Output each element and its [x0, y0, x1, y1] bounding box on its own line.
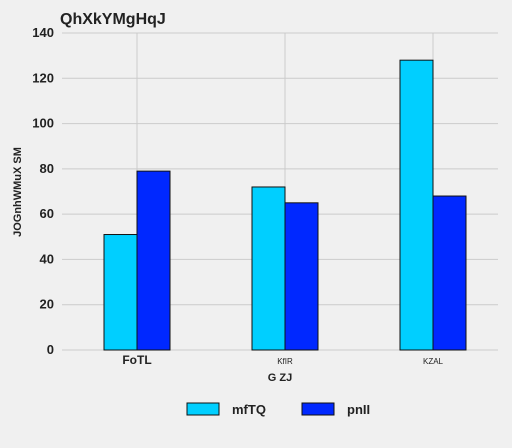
bar-mfTQ-FoTL — [103, 234, 138, 351]
x-tick-label: KZAL — [423, 357, 444, 366]
y-axis-label: JOGnhWMuX SM — [12, 147, 24, 237]
legend-swatch-mfTQ — [186, 402, 220, 416]
y-tick-label: 20 — [40, 297, 54, 312]
bar-layer — [103, 59, 467, 351]
legend-swatch-pnII — [301, 402, 335, 416]
x-tick-labels: FoTL KfIR KZAL — [122, 353, 443, 367]
chart-title: QhXkYMgHqJ — [60, 11, 166, 28]
legend-label-pnII: pnII — [347, 402, 370, 417]
y-tick-label: 140 — [32, 25, 54, 40]
y-tick-label: 40 — [40, 251, 54, 266]
y-tick-label: 80 — [40, 161, 54, 176]
bar-mfTQ-KfIR — [251, 186, 286, 351]
legend-label-mfTQ: mfTQ — [232, 402, 266, 417]
y-tick-labels: 0 20 40 60 80 100 120 140 — [32, 25, 54, 357]
x-tick-label: KfIR — [277, 357, 293, 366]
bar-mfTQ-KZAL — [399, 59, 434, 351]
bar-pnII-KZAL — [432, 195, 467, 351]
y-tick-label: 120 — [32, 70, 54, 85]
x-tick-label: FoTL — [122, 353, 151, 367]
y-tick-label: 60 — [40, 206, 54, 221]
legend: mfTQ pnII — [186, 402, 370, 417]
bar-pnII-KfIR — [284, 202, 319, 351]
y-tick-label: 100 — [32, 116, 54, 131]
bar-pnII-FoTL — [136, 170, 171, 351]
x-axis-label: G ZJ — [268, 372, 292, 384]
y-tick-label: 0 — [47, 342, 54, 357]
